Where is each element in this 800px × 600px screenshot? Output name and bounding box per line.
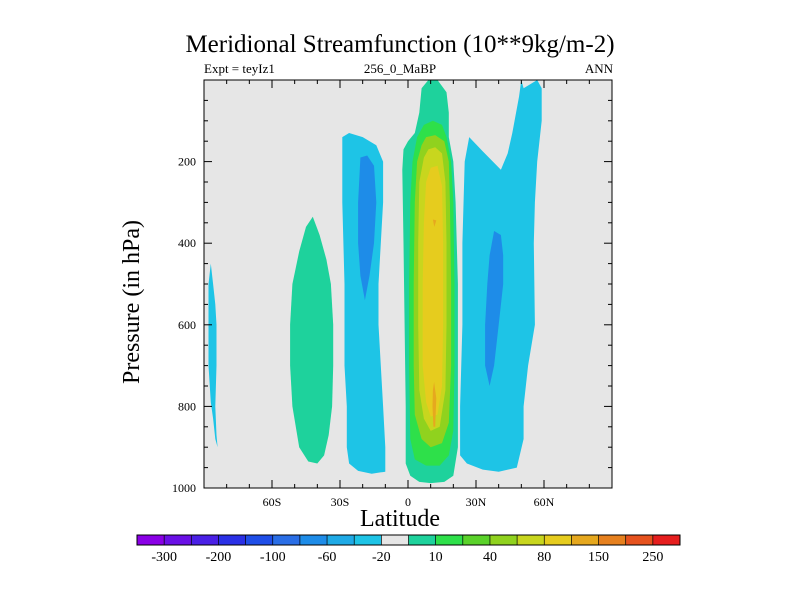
y-axis-label: Pressure (in hPa) <box>119 220 145 384</box>
colorbar-swatch <box>272 535 301 545</box>
contour-region <box>358 155 377 301</box>
colorbar-label: -60 <box>318 550 337 565</box>
x-tick-label: 60N <box>534 495 555 509</box>
colorbar-label: -100 <box>260 550 286 565</box>
colorbar-swatch <box>408 535 436 545</box>
colorbar-swatch <box>164 535 192 545</box>
colorbar-swatch <box>517 535 545 545</box>
colorbar-label: 150 <box>588 550 609 565</box>
x-axis-label: Latitude <box>360 506 440 532</box>
colorbar-swatch <box>218 535 246 545</box>
x-tick-label: 60S <box>263 495 282 509</box>
contour-region <box>485 231 504 386</box>
colorbar-swatch <box>625 535 654 545</box>
colorbar-label: 250 <box>642 550 663 565</box>
x-tick-label: 30N <box>466 495 487 509</box>
colorbar-label: -20 <box>372 550 391 565</box>
colorbar-swatch <box>598 535 626 545</box>
colorbar-swatch <box>489 535 518 545</box>
y-tick-label: 800 <box>178 399 196 413</box>
x-tick-label: 30S <box>331 495 350 509</box>
colorbar-swatch <box>191 535 219 545</box>
y-tick-label: 200 <box>178 155 196 169</box>
colorbar-swatch <box>327 535 355 545</box>
contour-region <box>290 216 334 464</box>
colorbar-frame <box>136 534 681 546</box>
colorbar-swatch <box>571 535 599 545</box>
period-label: 256_0_MaBP <box>363 61 437 76</box>
colorbar-swatch <box>435 535 464 545</box>
contour-region <box>432 381 437 427</box>
chart-title: Meridional Streamfunction (10**9kg/m-2) <box>185 31 615 58</box>
colorbar-swatch <box>462 535 491 545</box>
axis-layer: 60S 30S 0 30N 60N 200 400 600 800 1000 <box>172 80 612 509</box>
contour-region <box>432 219 437 227</box>
y-tick-label: 600 <box>178 318 196 332</box>
experiment-label: Expt = teyIz1 <box>204 61 275 76</box>
colorbar-swatch <box>245 535 274 545</box>
colorbar-label: 80 <box>537 550 551 565</box>
colorbar-label: 40 <box>483 550 497 565</box>
contour-layer <box>208 80 542 484</box>
colorbar-label: 10 <box>429 550 443 565</box>
y-tick-label: 1000 <box>172 481 196 495</box>
colorbar-swatch <box>137 535 165 545</box>
contour-region <box>422 165 444 417</box>
colorbar-swatch <box>381 535 409 545</box>
contour-region <box>208 263 218 448</box>
colorbar-swatch <box>299 535 328 545</box>
colorbar: -300 -200 -100 -60 -20 10 40 80 150 250 <box>136 534 681 565</box>
colorbar-swatch <box>544 535 572 545</box>
colorbar-label: -300 <box>151 550 177 565</box>
x-tick-label: 0 <box>405 495 411 509</box>
season-label: ANN <box>584 61 613 76</box>
colorbar-label: -200 <box>206 550 232 565</box>
y-tick-label: 400 <box>178 236 196 250</box>
colorbar-swatch <box>354 535 382 545</box>
colorbar-swatch <box>652 535 681 545</box>
